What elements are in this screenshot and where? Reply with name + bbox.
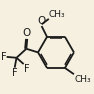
Text: F: F [24, 64, 30, 75]
Text: CH₃: CH₃ [49, 9, 66, 19]
Text: F: F [1, 52, 6, 62]
Text: CH₃: CH₃ [74, 75, 91, 84]
Text: O: O [23, 28, 31, 38]
Text: O: O [38, 16, 46, 26]
Text: F: F [12, 68, 17, 78]
